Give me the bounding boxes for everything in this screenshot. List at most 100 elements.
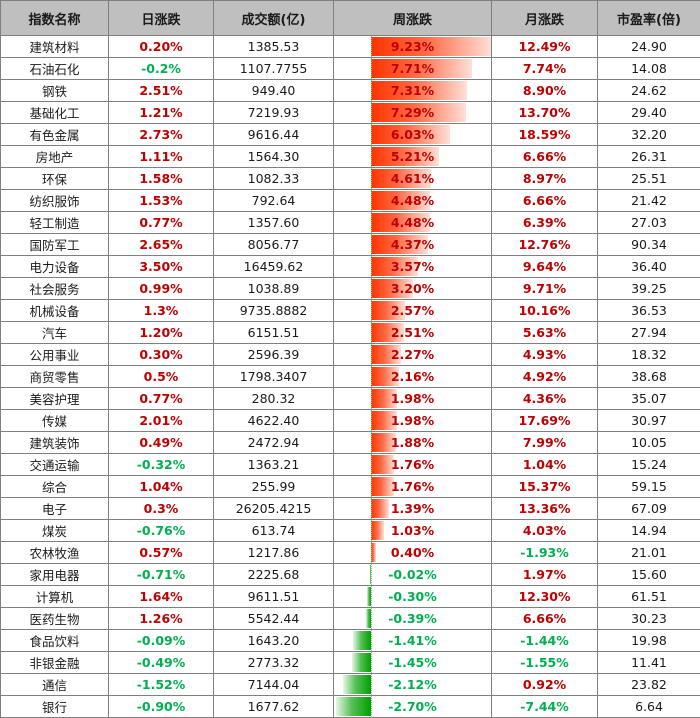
cell-monthly-change: 6.39% [492, 212, 598, 234]
cell-monthly-change: 17.69% [492, 410, 598, 432]
weekly-change-label: 7.29% [391, 105, 434, 120]
weekly-change-label: 4.61% [391, 171, 434, 186]
cell-monthly-change: 1.04% [492, 454, 598, 476]
cell-name: 建筑材料 [1, 36, 109, 58]
cell-monthly-change: 10.16% [492, 300, 598, 322]
cell-weekly-change: 6.03% [334, 124, 492, 146]
weekly-change-label: 2.51% [391, 325, 434, 340]
weekly-data-bar [352, 653, 371, 672]
cell-daily-change: 0.30% [109, 344, 214, 366]
table-row: 家用电器-0.71%2225.68-0.02%1.97%15.60 [1, 564, 700, 586]
cell-daily-change: 1.21% [109, 102, 214, 124]
cell-pe-ratio: 11.41 [598, 652, 700, 674]
data-bar-axis [371, 102, 372, 123]
cell-pe-ratio: 24.90 [598, 36, 700, 58]
cell-daily-change: 3.50% [109, 256, 214, 278]
data-bar-axis [371, 432, 372, 453]
cell-daily-change: -0.76% [109, 520, 214, 542]
weekly-change-label: 9.23% [391, 39, 434, 54]
cell-monthly-change: -7.44% [492, 696, 598, 718]
cell-daily-change: 1.20% [109, 322, 214, 344]
data-bar-axis [371, 410, 372, 431]
cell-monthly-change: 8.90% [492, 80, 598, 102]
cell-weekly-change: -1.45% [334, 652, 492, 674]
cell-daily-change: 1.53% [109, 190, 214, 212]
cell-volume: 1385.53 [214, 36, 334, 58]
data-bar-axis [371, 146, 372, 167]
cell-volume: 1082.33 [214, 168, 334, 190]
cell-name: 食品饮料 [1, 630, 109, 652]
cell-weekly-change: 2.27% [334, 344, 492, 366]
weekly-change-label: -0.39% [388, 611, 437, 626]
table-row: 通信-1.52%7144.04-2.12%0.92%23.82 [1, 674, 700, 696]
cell-pe-ratio: 18.32 [598, 344, 700, 366]
cell-pe-ratio: 36.40 [598, 256, 700, 278]
data-bar-axis [371, 674, 372, 695]
cell-monthly-change: 12.49% [492, 36, 598, 58]
cell-pe-ratio: 6.64 [598, 696, 700, 718]
cell-volume: 6151.51 [214, 322, 334, 344]
weekly-change-label: 2.16% [391, 369, 434, 384]
cell-monthly-change: 6.66% [492, 146, 598, 168]
weekly-change-label: 3.20% [391, 281, 434, 296]
cell-pe-ratio: 32.20 [598, 124, 700, 146]
cell-pe-ratio: 59.15 [598, 476, 700, 498]
cell-pe-ratio: 30.23 [598, 608, 700, 630]
table-row: 食品饮料-0.09%1643.20-1.41%-1.44%19.98 [1, 630, 700, 652]
data-bar-axis [371, 520, 372, 541]
cell-weekly-change: 1.39% [334, 498, 492, 520]
col-header-monthly: 月涨跌 [492, 1, 598, 36]
cell-name: 医药生物 [1, 608, 109, 630]
cell-name: 环保 [1, 168, 109, 190]
cell-weekly-change: 7.31% [334, 80, 492, 102]
weekly-data-bar [371, 521, 384, 540]
cell-weekly-change: 1.76% [334, 454, 492, 476]
cell-daily-change: 0.3% [109, 498, 214, 520]
cell-volume: 1643.20 [214, 630, 334, 652]
cell-volume: 5542.44 [214, 608, 334, 630]
cell-volume: 2225.68 [214, 564, 334, 586]
cell-volume: 949.40 [214, 80, 334, 102]
table-row: 非银金融-0.49%2773.32-1.45%-1.55%11.41 [1, 652, 700, 674]
weekly-data-bar [371, 499, 389, 518]
data-bar-axis [371, 388, 372, 409]
cell-pe-ratio: 27.03 [598, 212, 700, 234]
cell-name: 商贸零售 [1, 366, 109, 388]
weekly-data-bar [343, 675, 371, 694]
data-bar-axis [371, 586, 372, 607]
col-header-volume: 成交额(亿) [214, 1, 334, 36]
data-bar-axis [371, 476, 372, 497]
weekly-change-label: 1.88% [391, 435, 434, 450]
cell-volume: 1107.7755 [214, 58, 334, 80]
data-bar-axis [371, 168, 372, 189]
cell-monthly-change: 4.92% [492, 366, 598, 388]
cell-weekly-change: 1.03% [334, 520, 492, 542]
cell-daily-change: 1.64% [109, 586, 214, 608]
cell-pe-ratio: 10.05 [598, 432, 700, 454]
cell-volume: 2472.94 [214, 432, 334, 454]
cell-name: 综合 [1, 476, 109, 498]
cell-volume: 1357.60 [214, 212, 334, 234]
weekly-change-label: 1.03% [391, 523, 434, 538]
cell-volume: 792.64 [214, 190, 334, 212]
data-bar-axis [371, 564, 372, 585]
weekly-change-label: 5.21% [391, 149, 434, 164]
cell-weekly-change: 4.48% [334, 212, 492, 234]
cell-weekly-change: -0.30% [334, 586, 492, 608]
cell-daily-change: 0.5% [109, 366, 214, 388]
cell-pe-ratio: 21.42 [598, 190, 700, 212]
cell-weekly-change: 7.29% [334, 102, 492, 124]
data-bar-axis [371, 344, 372, 365]
col-header-daily: 日涨跌 [109, 1, 214, 36]
cell-daily-change: 1.04% [109, 476, 214, 498]
cell-volume: 1677.62 [214, 696, 334, 718]
cell-volume: 255.99 [214, 476, 334, 498]
cell-pe-ratio: 27.94 [598, 322, 700, 344]
